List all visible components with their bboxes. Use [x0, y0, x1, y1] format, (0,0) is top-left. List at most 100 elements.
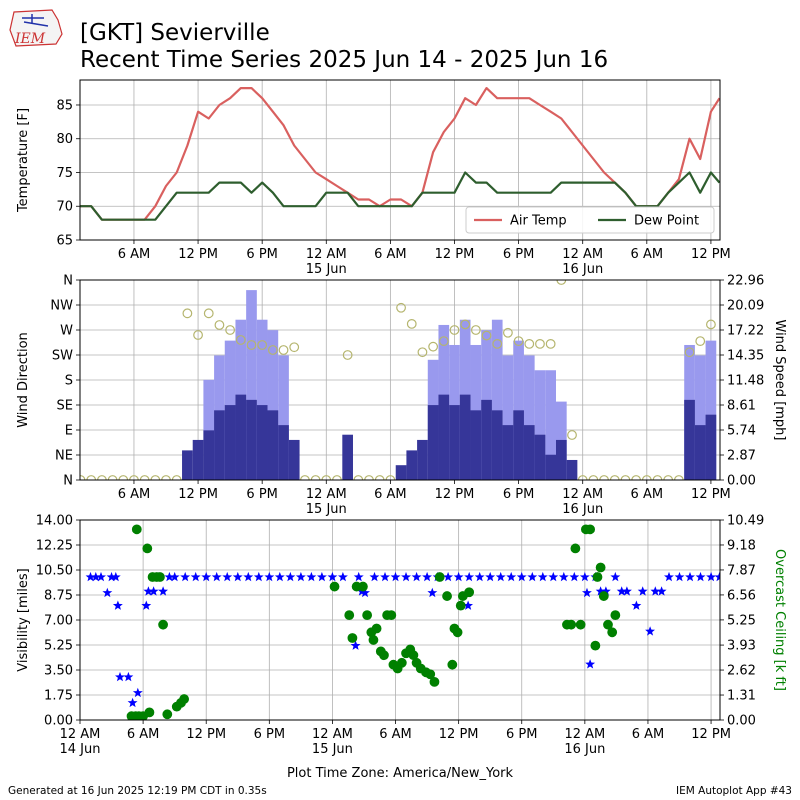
bar	[502, 355, 514, 480]
point	[342, 350, 353, 360]
logo: IEM	[9, 9, 63, 47]
bar	[395, 465, 407, 480]
bar	[256, 405, 268, 480]
point	[411, 571, 422, 582]
point	[203, 308, 214, 319]
point	[144, 707, 155, 718]
x-tick-label: 6 AM	[374, 247, 407, 262]
point	[107, 475, 118, 480]
point	[162, 709, 173, 720]
point	[592, 572, 603, 582]
point	[386, 610, 397, 621]
point	[664, 571, 674, 582]
y-tick-label: 10.50	[36, 564, 73, 579]
point	[306, 571, 317, 582]
point	[427, 587, 438, 598]
point	[369, 571, 380, 582]
panel: 6 AM 12 PM 6 PM 12 AM 15 Jun 6 AM 12 PM 6 PM 12 …	[16, 274, 787, 517]
point	[368, 635, 379, 645]
point	[353, 475, 364, 480]
x-tick-label: 6 PM	[246, 487, 277, 502]
bar	[267, 410, 279, 480]
point	[684, 347, 695, 358]
plot-frame	[79, 519, 721, 721]
point	[243, 571, 254, 582]
point	[390, 571, 401, 582]
bar	[459, 394, 471, 480]
logo-lines	[22, 14, 49, 27]
x-axis-title: Plot Time Zone: America/New_York	[287, 766, 514, 781]
y-tick-label: 8.75	[44, 589, 73, 604]
y-tick-label: W	[60, 324, 73, 339]
x-tick-label: 6 AM	[379, 727, 412, 742]
y-axis-title: Temperature [F]	[16, 108, 31, 213]
point	[513, 336, 524, 347]
bar	[684, 399, 695, 480]
bar	[705, 340, 717, 480]
point	[460, 319, 471, 330]
series-layer	[80, 280, 717, 480]
bar	[417, 439, 428, 480]
point	[641, 475, 652, 480]
point	[141, 600, 152, 610]
x-tick-label: 6 AM	[118, 247, 151, 262]
bar	[502, 425, 514, 480]
y-axis-title: Visibility [miles]	[16, 568, 31, 671]
point	[453, 571, 464, 582]
x-tick-label: 6 AM	[374, 487, 407, 502]
point	[566, 619, 577, 630]
point	[417, 347, 428, 358]
point	[158, 586, 168, 596]
point	[622, 586, 632, 596]
point	[158, 619, 168, 630]
point	[148, 586, 159, 596]
bar	[278, 425, 289, 480]
point	[118, 475, 129, 480]
y2-tick-label: 0.00	[727, 474, 756, 489]
x-tick-label: 6 PM	[503, 487, 534, 502]
y2-tick-label: 2.87	[727, 449, 756, 464]
point	[537, 571, 548, 582]
y-tick-label: E	[65, 424, 73, 439]
point	[656, 586, 667, 596]
y2-tick-label: 5.25	[727, 613, 756, 628]
point	[579, 571, 590, 582]
point	[374, 475, 385, 480]
point	[443, 571, 454, 582]
y-tick-label: 14.00	[36, 514, 73, 529]
x-tick-label: 12 AM 16 Jun	[564, 727, 605, 757]
point	[631, 600, 642, 610]
point	[300, 475, 310, 480]
y-tick-label: 75	[56, 166, 73, 181]
point	[127, 697, 138, 708]
bar	[566, 459, 578, 480]
x-tick-label: 6 AM	[631, 487, 664, 502]
y2-tick-label: 7.87	[727, 563, 756, 578]
point	[577, 475, 588, 480]
point	[495, 571, 506, 582]
point	[246, 340, 257, 350]
point	[267, 345, 278, 355]
bar	[256, 319, 268, 480]
point	[155, 572, 165, 582]
point	[180, 571, 191, 582]
point	[610, 610, 621, 621]
bar	[694, 425, 706, 480]
point	[131, 524, 142, 535]
point	[598, 591, 609, 601]
point	[179, 694, 190, 704]
point	[317, 571, 327, 582]
point	[429, 676, 440, 687]
point	[362, 610, 373, 621]
bar	[449, 405, 460, 480]
point	[360, 587, 370, 598]
bar	[545, 370, 556, 480]
point	[609, 475, 620, 480]
point	[232, 571, 243, 582]
point	[139, 475, 150, 480]
series-line	[80, 87, 720, 221]
point	[85, 571, 96, 582]
y-axis-title: Wind Direction	[16, 332, 31, 428]
x-tick-label: 6 PM	[246, 247, 277, 262]
